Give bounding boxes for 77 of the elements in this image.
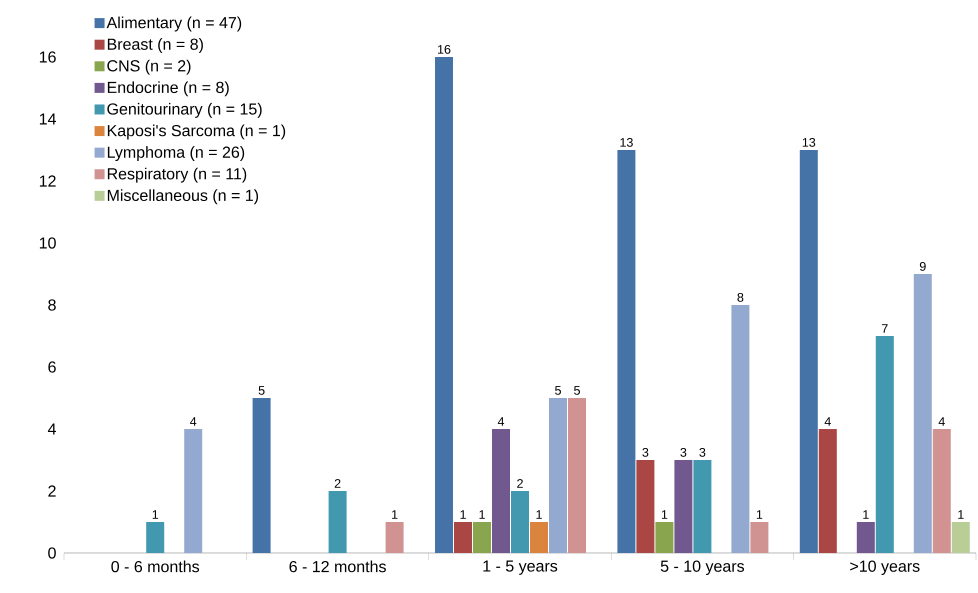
legend-label: Endocrine (n = 8) — [108, 81, 229, 96]
data-label: 3 — [680, 448, 686, 457]
data-label: 1 — [392, 510, 398, 519]
data-label: 1 — [863, 510, 869, 519]
x-tick-label: >10 years — [850, 560, 920, 576]
bar — [818, 428, 837, 553]
y-tick-label: 16 — [40, 51, 56, 63]
legend-label: Kaposi's Sarcoma (n = 1) — [108, 124, 286, 140]
bar — [655, 522, 674, 553]
y-tick-label: 2 — [48, 485, 56, 497]
data-label: 4 — [498, 417, 504, 426]
data-label: 1 — [152, 510, 158, 519]
legend-label: Alimentary (n = 47) — [106, 16, 242, 32]
bar — [549, 398, 567, 553]
data-label: 3 — [699, 448, 706, 457]
legend-label: CNS (n = 2) — [107, 60, 190, 75]
data-label: 1 — [460, 510, 466, 519]
data-label: 13 — [620, 138, 633, 147]
bar — [674, 460, 692, 553]
data-label: 16 — [438, 44, 450, 54]
bar — [952, 522, 970, 553]
bar — [252, 398, 271, 553]
data-label: 1 — [756, 510, 762, 519]
bar — [511, 490, 529, 553]
data-label: 1 — [479, 510, 485, 519]
y-tick-label: 14 — [40, 113, 56, 124]
bar — [146, 522, 164, 553]
bar — [914, 274, 932, 553]
data-label: 1 — [958, 510, 964, 519]
data-label: 5 — [574, 386, 580, 395]
y-tick-label: 8 — [48, 299, 56, 311]
bar — [568, 398, 586, 553]
data-label: 4 — [190, 417, 196, 426]
x-tick-label: 6 - 12 months — [290, 560, 386, 572]
x-tick-label: 1 - 5 years — [483, 560, 558, 575]
bar — [454, 522, 472, 553]
bar — [328, 490, 347, 553]
data-label: 2 — [334, 479, 340, 488]
legend-label: Genitourinary (n = 15) — [107, 102, 262, 118]
bar — [184, 428, 202, 553]
data-label: 8 — [737, 292, 744, 302]
data-label: 4 — [938, 417, 945, 426]
data-label: 9 — [920, 262, 926, 271]
bar — [750, 522, 768, 553]
data-label: 2 — [517, 479, 523, 488]
bar — [386, 522, 404, 553]
x-tick-label: 0 - 6 months — [111, 560, 200, 572]
bar — [492, 428, 510, 553]
legend-label: Breast (n = 8) — [108, 38, 203, 54]
y-tick-label: 12 — [40, 175, 56, 187]
legend-label: Respiratory (n = 11) — [108, 168, 246, 183]
data-label: 3 — [642, 448, 648, 457]
legend-label: Miscellaneous (n = 1) — [108, 189, 258, 204]
bar — [435, 56, 454, 553]
y-tick-label: 6 — [48, 361, 56, 373]
bar — [856, 522, 875, 553]
bar — [693, 460, 712, 553]
bar — [636, 460, 654, 553]
data-label: 4 — [824, 417, 831, 426]
y-tick-label: 0 — [48, 547, 56, 559]
y-tick-label: 4 — [48, 423, 56, 434]
bar — [530, 522, 548, 553]
data-label: 1 — [536, 510, 542, 519]
data-label: 1 — [662, 510, 668, 519]
bar — [473, 522, 491, 553]
x-tick-label: 5 - 10 years — [660, 560, 744, 576]
data-label: 13 — [802, 138, 816, 147]
bar — [876, 336, 894, 553]
bar — [731, 304, 750, 553]
data-label: 5 — [555, 386, 561, 395]
y-tick-label: 10 — [40, 237, 56, 249]
bar — [617, 150, 636, 553]
data-label: 7 — [882, 324, 888, 333]
legend-label: Lymphoma (n = 26) — [108, 146, 244, 162]
data-label: 5 — [258, 386, 265, 395]
bar — [800, 150, 818, 553]
bar — [932, 428, 951, 553]
